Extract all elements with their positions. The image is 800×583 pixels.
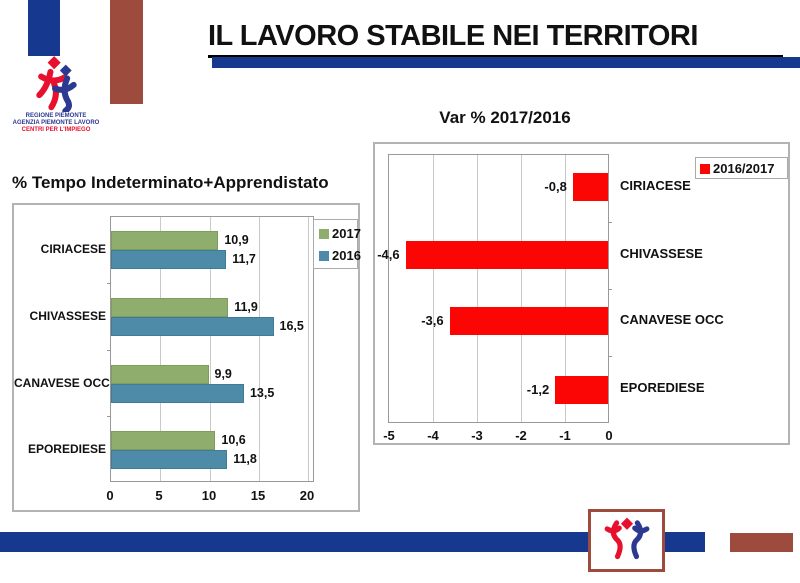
category-label-eporediese: EPOREDIESE: [27, 442, 106, 456]
left-chart-plot-area: 10,9 11,7 11,9 16,5 9,9 13,5 10,6 11,8: [107, 216, 314, 482]
bar-2016-ciriacese: [111, 250, 227, 269]
legend-label-2017: 2017: [332, 226, 361, 241]
left-chart-legend: 2017 2016: [313, 219, 361, 269]
legend-label-2016: 2016: [332, 248, 361, 263]
slide-title: IL LAVORO STABILE NEI TERRITORI: [208, 20, 783, 58]
bar-var-canavese-occ: [449, 307, 608, 335]
legend-item-2017: 2017: [319, 226, 361, 241]
category-label-eporediese: EPOREDIESE: [620, 380, 705, 395]
category-label-ciriacese: CIRIACESE: [40, 242, 106, 256]
legend-item-2016-2017: 2016/2017: [700, 161, 783, 176]
value-label: -0,8: [544, 179, 567, 194]
legend-label-2016-2017: 2016/2017: [713, 161, 775, 176]
gridline: [477, 155, 478, 422]
right-chart-plot-area: -0,8 -4,6 -3,6 -1,2: [377, 154, 612, 423]
category-label-chivassese: CHIVASSESE: [29, 309, 106, 323]
category-label-chivassese: CHIVASSESE: [620, 246, 703, 261]
gridline: [160, 217, 161, 481]
right-chart: -0,8 -4,6 -3,6 -1,2 CIRIACESE CHIVASSESE…: [373, 142, 790, 445]
x-tick-neg2: -2: [515, 428, 527, 443]
x-tick-5: 5: [155, 488, 163, 503]
x-tick-10: 10: [201, 488, 217, 503]
x-tick-neg3: -3: [471, 428, 483, 443]
legend-swatch-2017: [319, 228, 329, 239]
bar-2017-chivassese: [111, 298, 229, 317]
bar-2017-canavese-occ: [111, 365, 209, 384]
value-label: -4,6: [377, 247, 400, 262]
value-label: 11,9: [234, 300, 258, 314]
x-tick-15: 15: [250, 488, 266, 503]
gridline: [565, 155, 566, 422]
bar-2016-canavese-occ: [111, 384, 244, 403]
legend-swatch-2016: [319, 250, 329, 261]
x-tick-20: 20: [299, 488, 315, 503]
axis-tick: [608, 289, 612, 290]
bar-2017-eporediese: [111, 431, 216, 450]
value-label: 10,6: [221, 433, 246, 447]
gridline: [210, 217, 211, 481]
deco-blue-bar-bottom: [0, 532, 705, 552]
title-accent-bar: [212, 57, 800, 68]
value-label: 11,7: [232, 252, 256, 266]
x-tick-neg4: -4: [427, 428, 439, 443]
value-label: 13,5: [249, 386, 275, 400]
deco-maroon-bar-bottom: [730, 533, 793, 552]
logo-line-3: CENTRI PER L'IMPIEGO: [21, 127, 91, 133]
footer-logo-figure-icon: [604, 517, 649, 559]
gridline: [259, 217, 260, 481]
x-tick-neg1: -1: [559, 428, 571, 443]
bar-var-ciriacese: [572, 173, 608, 201]
value-label: -3,6: [421, 313, 444, 328]
bar-var-chivassese: [405, 241, 608, 269]
axis-tick: [107, 283, 111, 284]
axis-tick: [608, 356, 612, 357]
gridline: [308, 217, 309, 481]
bar-2016-chivassese: [111, 317, 274, 336]
agency-logo: REGIONE PIEMONTE AGENZIA PIEMONTE LAVORO…: [8, 56, 104, 134]
axis-tick: [107, 350, 111, 351]
category-label-canavese-occ: CANAVESE OCC: [14, 376, 110, 390]
axis-tick: [107, 416, 111, 417]
legend-item-2016: 2016: [319, 248, 361, 263]
value-label: 11,8: [233, 452, 257, 466]
left-chart-title: % Tempo Indeterminato+Apprendistato: [12, 173, 329, 192]
agency-logo-figure-icon: [36, 56, 77, 112]
bar-2016-eporediese: [111, 450, 228, 469]
deco-blue-bar-top: [28, 0, 60, 56]
bar-var-eporediese: [555, 376, 608, 404]
category-label-ciriacese: CIRIACESE: [620, 178, 691, 193]
value-label: 9,9: [214, 367, 232, 381]
x-tick-zero: 0: [605, 428, 613, 443]
value-label: -1,2: [526, 382, 550, 397]
deco-maroon-bar-top: [110, 0, 143, 104]
gridline: [433, 155, 434, 422]
footer-logo: [588, 509, 665, 572]
legend-swatch-2016-2017: [700, 163, 710, 174]
x-tick-0: 0: [106, 488, 114, 503]
left-chart: 10,9 11,7 11,9 16,5 9,9 13,5 10,6 11,8 C…: [12, 203, 361, 512]
bar-2017-ciriacese: [111, 231, 219, 250]
value-label: 10,9: [224, 233, 249, 247]
x-tick-neg5: -5: [383, 428, 395, 443]
value-label: 16,5: [279, 319, 304, 333]
gridline: [521, 155, 522, 422]
right-chart-title: Var % 2017/2016: [439, 108, 571, 127]
agency-logo-text: REGIONE PIEMONTE AGENZIA PIEMONTE LAVORO…: [8, 113, 104, 134]
axis-tick: [608, 222, 612, 223]
category-label-canavese-occ: CANAVESE OCC: [620, 312, 724, 327]
logo-line-1: REGIONE PIEMONTE: [25, 113, 87, 119]
logo-line-2: AGENZIA PIEMONTE LAVORO: [12, 120, 100, 126]
right-chart-legend: 2016/2017: [695, 157, 788, 179]
